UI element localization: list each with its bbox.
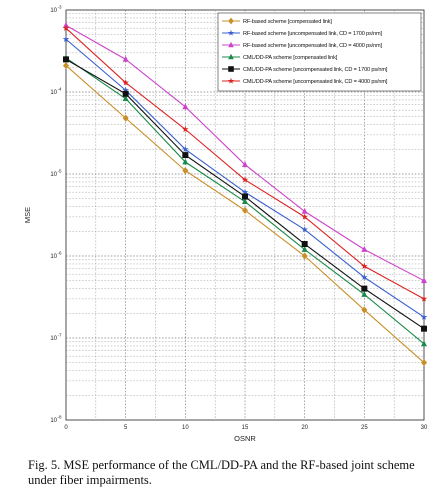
legend-label: RF-based scheme [uncompensated link, CD …	[243, 43, 383, 49]
caption-line-1: Fig. 5. MSE performance of the CML/DD-PA…	[28, 458, 415, 472]
legend-marker	[228, 53, 234, 60]
data-point	[361, 306, 368, 314]
data-point	[420, 295, 428, 302]
x-tick-label: 0	[64, 425, 68, 431]
legend-label: RF-based scheme [compensated link]	[243, 19, 332, 25]
data-point	[242, 206, 248, 214]
data-point	[242, 161, 248, 168]
data-point	[242, 193, 248, 200]
data-point	[122, 86, 129, 94]
x-tick-label: 10	[182, 425, 189, 431]
data-point	[63, 61, 69, 70]
data-point	[421, 359, 427, 367]
data-point	[361, 262, 368, 270]
y-tick-label: 10	[50, 418, 57, 424]
data-point	[122, 79, 129, 86]
legend-label: CML/DD-PA scheme [uncompensated link, CD…	[243, 79, 388, 85]
y-tick-label: 10	[50, 336, 57, 342]
y-tick-exponent: -8	[58, 415, 62, 420]
series-3	[63, 21, 427, 284]
data-point	[62, 24, 70, 31]
legend-marker	[228, 41, 234, 48]
x-tick-label: 25	[361, 425, 368, 431]
data-point	[182, 158, 189, 165]
y-tick-label: 10	[50, 8, 57, 14]
data-point	[182, 145, 189, 153]
series-5	[63, 56, 427, 332]
legend-entry: CML/DD-PA scheme [compensated link]	[222, 53, 338, 61]
figure-caption: Fig. 5. MSE performance of the CML/DD-PA…	[28, 458, 428, 488]
y-axis-title: MSE	[23, 207, 32, 223]
series-group	[62, 21, 428, 367]
data-point	[122, 90, 129, 97]
data-point	[241, 176, 249, 183]
legend-entry: RF-based scheme [compensated link]	[222, 17, 333, 25]
data-point	[361, 273, 368, 281]
x-tick-label: 30	[421, 425, 428, 431]
y-tick-exponent: -6	[58, 251, 62, 256]
data-point	[182, 167, 189, 175]
data-point	[63, 56, 69, 63]
data-point	[301, 207, 308, 214]
data-point	[421, 340, 427, 347]
y-tick-label: 10	[50, 172, 57, 178]
data-point	[301, 246, 308, 252]
data-point	[241, 188, 249, 195]
data-point	[301, 213, 308, 220]
data-point	[122, 114, 129, 122]
data-point	[182, 103, 189, 110]
data-point	[301, 226, 308, 233]
y-tick-exponent: -7	[58, 333, 62, 338]
y-tick-exponent: -4	[58, 87, 62, 92]
data-point	[421, 325, 427, 332]
legend-box	[217, 12, 422, 92]
data-point	[62, 35, 70, 43]
caption-line-2: under fiber impairments.	[28, 473, 152, 487]
x-tick-label: 20	[301, 425, 308, 431]
y-tick-exponent: -3	[58, 5, 62, 10]
data-point	[122, 55, 129, 62]
x-tick-label: 5	[124, 425, 128, 431]
legend-entry: CML/DD-PA scheme [uncompensated link, CD…	[222, 77, 388, 85]
data-point	[421, 277, 427, 284]
x-axis-title: OSNR	[234, 434, 256, 443]
legend-entry: RF-based scheme [uncompensated link, CD …	[222, 41, 383, 49]
series-1	[63, 61, 427, 367]
legend-entry: CML/DD-PA scheme [uncompensated link, CD…	[222, 66, 388, 73]
data-point	[361, 246, 368, 252]
data-point	[361, 285, 368, 292]
data-point	[182, 125, 189, 133]
data-point	[361, 290, 368, 297]
y-tick-label: 10	[50, 254, 57, 260]
legend-marker	[228, 66, 234, 72]
series-6	[62, 24, 428, 302]
data-point	[182, 152, 189, 159]
legend-label: CML/DD-PA scheme [uncompensated link, CD…	[243, 67, 388, 73]
data-point	[301, 241, 308, 248]
legend-marker	[227, 29, 235, 36]
legend-label: RF-based scheme [uncompensated link, CD …	[243, 31, 383, 37]
series-2	[62, 35, 428, 320]
legend-marker	[227, 77, 235, 84]
legend-label: CML/DD-PA scheme [compensated link]	[243, 55, 338, 61]
x-tick-label: 15	[242, 425, 249, 431]
y-tick-exponent: -5	[58, 169, 62, 174]
legend: RF-based scheme [compensated link] RF-bas…	[217, 12, 422, 92]
y-tick-label: 10	[50, 90, 57, 96]
legend-marker	[228, 17, 234, 25]
data-point	[420, 313, 428, 320]
data-point	[301, 252, 308, 260]
data-point	[242, 198, 248, 205]
data-point	[122, 95, 129, 102]
legend-entry: RF-based scheme [uncompensated link, CD …	[222, 29, 383, 37]
